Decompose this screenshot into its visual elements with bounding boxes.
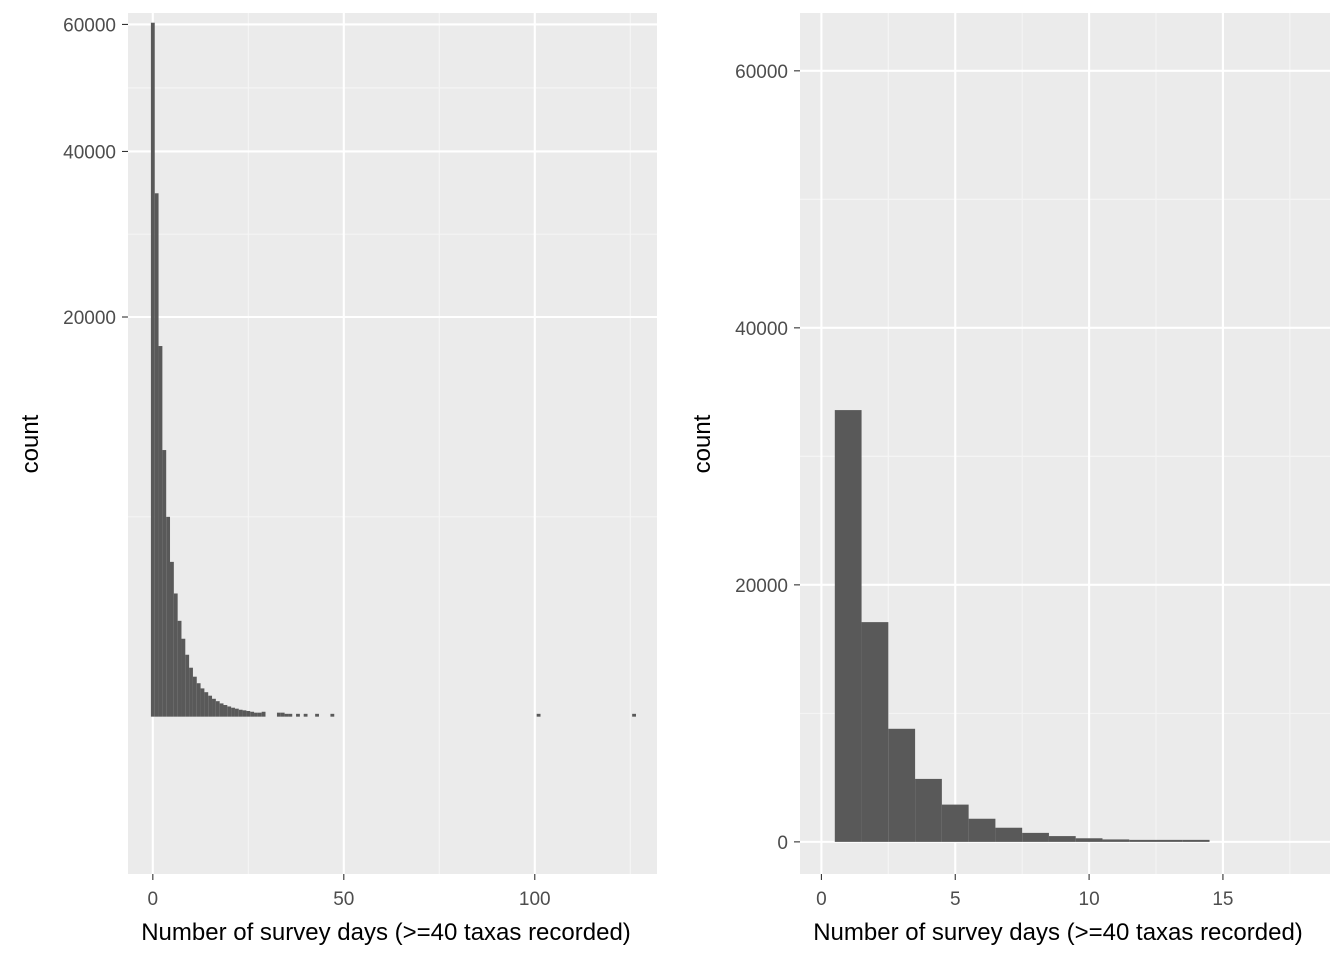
histogram-bar xyxy=(330,713,335,717)
histogram-bar xyxy=(995,827,1023,842)
y-tick-label: 60000 xyxy=(63,15,116,36)
x-tick-label: 5 xyxy=(950,889,961,910)
histogram-bar xyxy=(246,711,251,717)
histogram-bar xyxy=(192,676,197,717)
y-tick-label: 20000 xyxy=(63,308,116,329)
histogram-bar xyxy=(632,713,636,717)
histogram-bar xyxy=(941,804,969,842)
x-tick-label: 100 xyxy=(519,889,551,910)
histogram-bar xyxy=(1182,839,1210,842)
histogram-bar xyxy=(166,516,171,717)
histogram-bar xyxy=(177,620,182,717)
histogram-bar xyxy=(1075,838,1103,842)
histogram-bar xyxy=(181,638,186,717)
y-axis-title: count xyxy=(689,414,716,473)
histogram-bar xyxy=(173,593,178,717)
histogram-bar xyxy=(1129,839,1157,842)
y-tick-label: 40000 xyxy=(63,142,116,163)
x-axis-title: Number of survey days (>=40 taxas record… xyxy=(813,919,1303,946)
histogram-bar xyxy=(888,728,916,842)
histogram-bar xyxy=(170,561,174,717)
histogram-bar xyxy=(208,695,213,717)
histogram-bar xyxy=(242,710,247,717)
right-histogram: 0 5 10 15 0 20000 40000 60000 Number of survey d… xyxy=(689,13,1330,946)
histogram-bar xyxy=(219,703,224,717)
y-tick-label: 20000 xyxy=(735,576,788,597)
x-tick-label: 10 xyxy=(1079,889,1100,910)
histogram-bar xyxy=(834,410,862,842)
histogram-bar xyxy=(158,346,163,717)
histogram-bar xyxy=(303,713,308,717)
histogram-bar xyxy=(261,711,266,717)
histogram-bar xyxy=(254,712,258,717)
panel-background xyxy=(128,13,657,874)
x-tick-label: 0 xyxy=(816,889,827,910)
histogram-bar xyxy=(223,705,228,717)
y-tick-label: 40000 xyxy=(735,319,788,340)
histogram-bar xyxy=(276,712,281,717)
histogram-bar xyxy=(1022,832,1049,842)
histogram-bar xyxy=(536,713,541,717)
left-histogram: 0 50 100 20000 40000 60000 Number of survey da… xyxy=(17,13,657,946)
histogram-bar xyxy=(250,711,255,717)
histogram-bar xyxy=(257,712,262,717)
histogram-bar xyxy=(189,667,193,717)
histogram-bar xyxy=(1102,839,1130,842)
y-tick-label: 60000 xyxy=(735,62,788,83)
histogram-bar xyxy=(200,688,205,717)
histogram-bar xyxy=(915,778,942,842)
x-tick-label: 0 xyxy=(148,889,159,910)
histogram-bar xyxy=(315,713,319,717)
x-axis-title: Number of survey days (>=40 taxas record… xyxy=(141,919,631,946)
histogram-bar xyxy=(154,193,159,717)
histogram-bar xyxy=(288,713,293,717)
histogram-bar xyxy=(968,818,996,842)
histogram-bar xyxy=(280,712,285,717)
histogram-bar xyxy=(227,706,232,717)
histogram-bar xyxy=(204,692,209,717)
histogram-bar xyxy=(296,713,300,717)
histogram-bar xyxy=(185,654,190,717)
histogram-bar xyxy=(215,701,220,717)
y-tick-label: 0 xyxy=(777,833,788,854)
histogram-bar xyxy=(1156,839,1183,842)
x-tick-label: 50 xyxy=(333,889,354,910)
histogram-bar xyxy=(1048,836,1076,842)
y-axis-title: count xyxy=(17,414,44,473)
histogram-bar xyxy=(238,709,243,717)
histogram-bar xyxy=(284,713,289,717)
histogram-bar xyxy=(162,450,167,717)
histogram-bar xyxy=(150,22,155,717)
x-tick-label: 15 xyxy=(1212,889,1233,910)
histogram-bar xyxy=(231,707,235,717)
histogram-bar xyxy=(234,708,239,717)
histogram-bar xyxy=(861,622,889,842)
histogram-bar xyxy=(196,683,201,717)
histogram-bar xyxy=(212,698,216,717)
